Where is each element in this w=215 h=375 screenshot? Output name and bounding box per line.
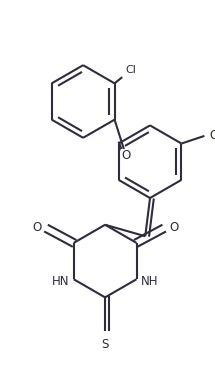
Text: O: O xyxy=(169,221,178,234)
Text: O: O xyxy=(209,129,215,142)
Text: O: O xyxy=(121,150,131,162)
Text: Cl: Cl xyxy=(125,65,136,75)
Text: S: S xyxy=(101,338,109,351)
Text: NH: NH xyxy=(141,274,159,288)
Text: HN: HN xyxy=(51,274,69,288)
Text: O: O xyxy=(32,221,41,234)
